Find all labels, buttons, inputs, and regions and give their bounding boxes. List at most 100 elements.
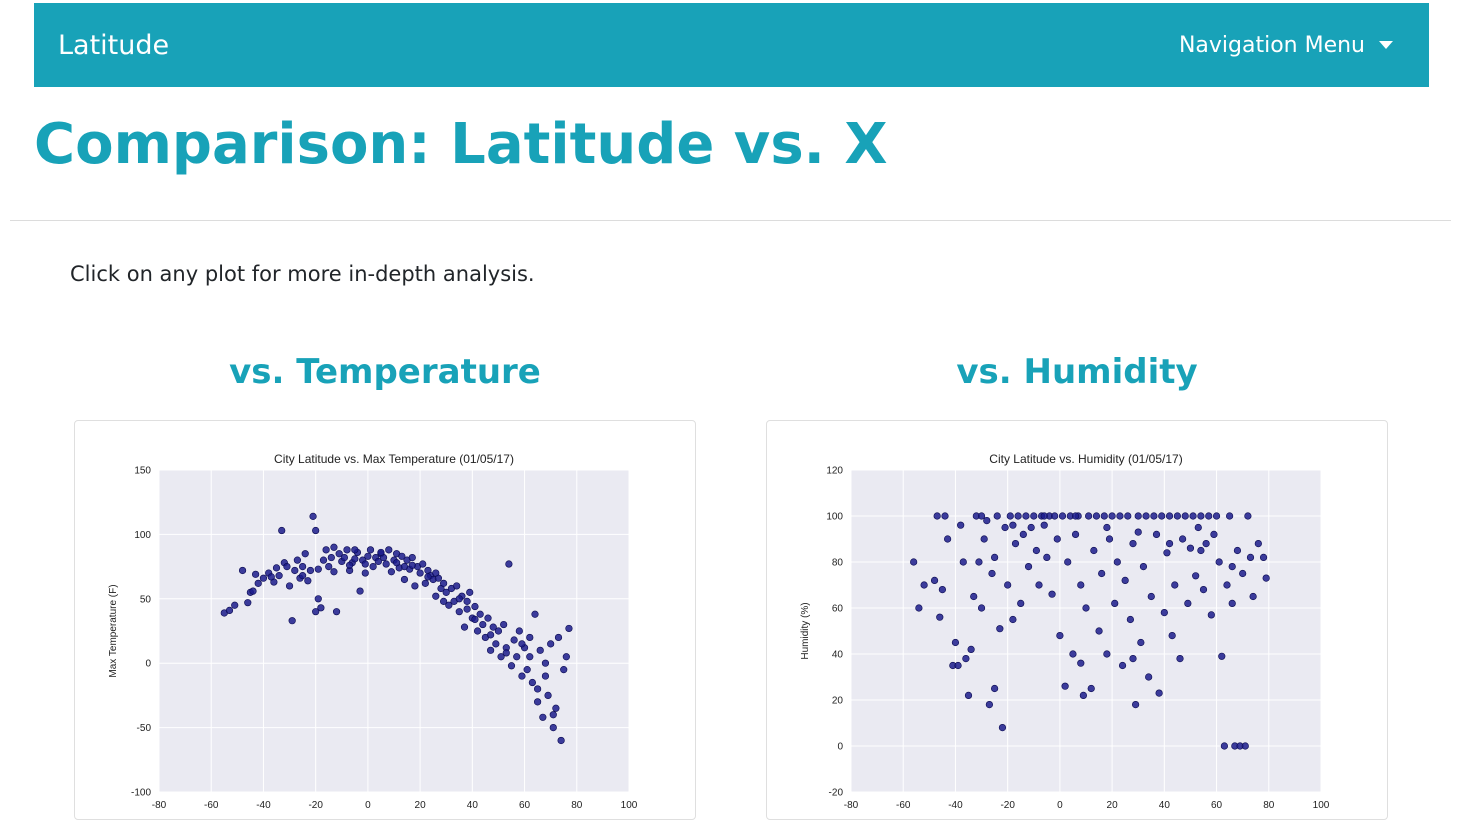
data-point bbox=[1134, 512, 1142, 520]
x-tick-label: 20 bbox=[415, 800, 427, 811]
data-point bbox=[463, 605, 471, 613]
data-point bbox=[910, 558, 918, 566]
data-point bbox=[1202, 539, 1210, 548]
data-point bbox=[487, 631, 495, 639]
y-tick-label: 50 bbox=[140, 594, 152, 605]
temperature-plot-card[interactable]: -80 -60 -40 -20 0 20 40 60 80 100 -100 -50 0 50 100 150… bbox=[74, 420, 696, 820]
data-point bbox=[536, 646, 544, 654]
y-axis-label: Max Temperature (F) bbox=[108, 584, 119, 677]
data-point bbox=[291, 566, 299, 575]
data-point bbox=[285, 582, 294, 590]
data-point bbox=[340, 553, 348, 562]
data-point bbox=[991, 684, 999, 693]
data-point bbox=[991, 553, 999, 561]
data-point bbox=[1098, 569, 1106, 578]
y-tick-label: -50 bbox=[137, 723, 152, 734]
data-point bbox=[442, 588, 450, 596]
data-point bbox=[1009, 521, 1017, 529]
data-point bbox=[502, 649, 510, 657]
data-point bbox=[933, 512, 941, 520]
data-point bbox=[432, 592, 440, 600]
data-point bbox=[993, 512, 1001, 520]
data-point bbox=[1147, 592, 1155, 601]
data-point bbox=[254, 579, 262, 587]
data-point bbox=[293, 556, 301, 564]
data-point bbox=[1087, 684, 1095, 693]
data-point bbox=[283, 563, 291, 571]
data-point bbox=[996, 625, 1004, 633]
x-tick-label: 0 bbox=[365, 800, 371, 811]
data-point bbox=[408, 561, 416, 569]
data-point bbox=[962, 655, 970, 663]
data-point bbox=[977, 604, 986, 612]
data-point bbox=[1014, 512, 1022, 520]
x-tick-label: 0 bbox=[1057, 800, 1063, 811]
navigation-menu-dropdown[interactable]: Navigation Menu bbox=[1179, 33, 1393, 58]
chart-title: City Latitude vs. Humidity (01/05/17) bbox=[989, 452, 1182, 466]
y-tick-label: 0 bbox=[837, 742, 843, 753]
data-point bbox=[1121, 576, 1129, 584]
data-point bbox=[513, 653, 521, 661]
data-point bbox=[1035, 581, 1043, 589]
data-point bbox=[1103, 650, 1111, 658]
data-point bbox=[301, 550, 309, 558]
data-point bbox=[1108, 512, 1116, 520]
data-point bbox=[967, 645, 975, 653]
x-tick-label: 60 bbox=[1211, 800, 1223, 811]
data-point bbox=[1145, 673, 1153, 681]
data-point bbox=[549, 711, 557, 719]
data-point bbox=[983, 516, 991, 525]
data-point bbox=[408, 553, 416, 562]
data-point bbox=[1103, 523, 1111, 532]
data-point bbox=[1241, 742, 1249, 750]
data-point bbox=[1100, 512, 1108, 520]
x-tick-label: -20 bbox=[308, 800, 323, 811]
data-point bbox=[1165, 539, 1174, 548]
page-title: Comparison: Latitude vs. X bbox=[34, 112, 888, 177]
x-tick-label: 40 bbox=[467, 800, 479, 811]
data-point bbox=[970, 592, 978, 601]
humidity-plot-card[interactable]: -80 -60 -40 -20 0 20 40 60 80 100 -20 0 20 40 60 80 100 1… bbox=[766, 420, 1388, 820]
data-point bbox=[440, 597, 448, 605]
data-point bbox=[959, 558, 967, 566]
temperature-scatter-chart: -80 -60 -40 -20 0 20 40 60 80 100 -100 -50 0 50 100 150… bbox=[108, 452, 638, 811]
data-point bbox=[1126, 615, 1134, 624]
x-tick-label: 60 bbox=[519, 800, 531, 811]
data-point bbox=[330, 543, 338, 551]
data-point bbox=[463, 597, 471, 605]
data-point bbox=[1142, 512, 1150, 520]
data-point bbox=[1254, 539, 1262, 548]
data-point bbox=[528, 678, 536, 687]
data-point bbox=[964, 691, 973, 700]
x-tick-label: -40 bbox=[948, 800, 963, 811]
humidity-heading: vs. Humidity bbox=[956, 352, 1198, 392]
data-point bbox=[560, 666, 568, 674]
data-point bbox=[957, 521, 965, 529]
data-point bbox=[1004, 581, 1012, 589]
y-tick-label: 40 bbox=[832, 650, 844, 661]
data-point bbox=[314, 565, 322, 573]
data-point bbox=[1192, 572, 1200, 580]
data-point bbox=[1197, 512, 1205, 520]
data-point bbox=[1218, 652, 1226, 660]
data-point bbox=[1040, 521, 1048, 529]
x-tick-label: 100 bbox=[621, 800, 638, 811]
x-tick-label: -60 bbox=[896, 800, 911, 811]
data-point bbox=[460, 623, 469, 631]
data-point bbox=[1077, 659, 1085, 667]
x-tick-label: -60 bbox=[204, 800, 219, 811]
data-point bbox=[1137, 638, 1145, 647]
data-point bbox=[510, 636, 518, 644]
navigation-menu-label: Navigation Menu bbox=[1178, 32, 1365, 58]
data-point bbox=[526, 653, 534, 661]
data-point bbox=[562, 653, 570, 661]
brand-link[interactable]: Latitude bbox=[58, 29, 170, 61]
data-point bbox=[238, 566, 247, 575]
plot-area bbox=[851, 470, 1321, 792]
data-point bbox=[1249, 592, 1257, 601]
data-point bbox=[1158, 512, 1166, 520]
data-point bbox=[416, 569, 424, 577]
data-point bbox=[351, 555, 359, 563]
data-point bbox=[941, 512, 949, 520]
data-point bbox=[1155, 689, 1163, 697]
